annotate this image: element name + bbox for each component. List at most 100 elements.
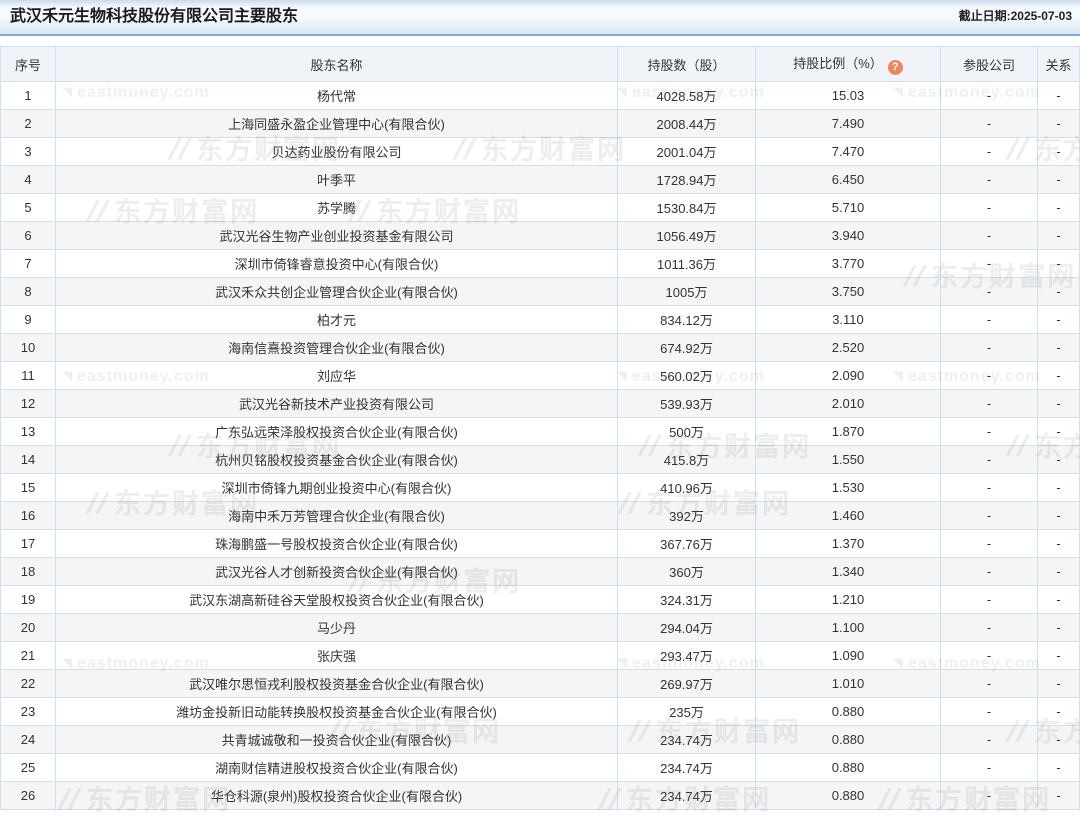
cell-index: 12 <box>0 389 56 418</box>
cell-index: 4 <box>0 165 56 194</box>
cell-index: 13 <box>0 417 56 446</box>
cell-name: 武汉光谷人才创新投资合伙企业(有限合伙) <box>55 557 618 586</box>
cell-relation: - <box>1037 781 1080 810</box>
cell-company: - <box>940 669 1038 698</box>
cell-index: 26 <box>0 781 56 810</box>
cell-name: 叶季平 <box>55 165 618 194</box>
col-header-ratio: 持股比例（%）? <box>755 46 941 82</box>
cell-ratio: 1.460 <box>755 501 941 530</box>
cell-shares: 1005万 <box>617 277 756 306</box>
cell-name: 武汉光谷新技术产业投资有限公司 <box>55 389 618 418</box>
as-of-date: 截止日期:2025-07-03 <box>958 9 1072 23</box>
cell-name: 马少丹 <box>55 613 618 642</box>
cell-index: 15 <box>0 473 56 502</box>
cell-name: 武汉唯尔思恒戎利股权投资基金合伙企业(有限合伙) <box>55 669 618 698</box>
col-header-relation: 关系 <box>1037 46 1080 82</box>
cell-shares: 1530.84万 <box>617 193 756 222</box>
cell-ratio: 1.210 <box>755 585 941 614</box>
cell-ratio: 2.090 <box>755 361 941 390</box>
cell-company: - <box>940 753 1038 782</box>
cell-name: 深圳市倚锋九期创业投资中心(有限合伙) <box>55 473 618 502</box>
cell-shares: 500万 <box>617 417 756 446</box>
table-row: 25 湖南财信精进股权投资合伙企业(有限合伙) 234.74万 0.880- - <box>0 753 1080 782</box>
cell-shares: 2001.04万 <box>617 137 756 166</box>
cell-relation: - <box>1037 193 1080 222</box>
cell-company: - <box>940 305 1038 334</box>
col-header-shares: 持股数（股） <box>617 46 756 82</box>
cell-name: 深圳市倚锋睿意投资中心(有限合伙) <box>55 249 618 278</box>
table-row: 7 深圳市倚锋睿意投资中心(有限合伙) 1011.36万 3.770- - <box>0 249 1080 278</box>
cell-name: 柏才元 <box>55 305 618 334</box>
cell-shares: 2008.44万 <box>617 109 756 138</box>
cell-name: 潍坊金投新旧动能转换股权投资基金合伙企业(有限合伙) <box>55 697 618 726</box>
table-row: 6 武汉光谷生物产业创业投资基金有限公司 1056.49万 3.940- - <box>0 221 1080 250</box>
cell-name: 广东弘远荣泽股权投资合伙企业(有限合伙) <box>55 417 618 446</box>
cell-company: - <box>940 417 1038 446</box>
cell-shares: 234.74万 <box>617 753 756 782</box>
cell-ratio: 2.520 <box>755 333 941 362</box>
cell-ratio: 1.550 <box>755 445 941 474</box>
cell-shares: 324.31万 <box>617 585 756 614</box>
cell-index: 10 <box>0 333 56 362</box>
cell-relation: - <box>1037 557 1080 586</box>
col-header-index: 序号 <box>0 46 56 82</box>
cell-index: 22 <box>0 669 56 698</box>
cell-ratio: 1.530 <box>755 473 941 502</box>
cell-index: 20 <box>0 613 56 642</box>
table-row: 23 潍坊金投新旧动能转换股权投资基金合伙企业(有限合伙) 235万 0.880- - <box>0 697 1080 726</box>
cell-index: 18 <box>0 557 56 586</box>
cell-company: - <box>940 697 1038 726</box>
cell-company: - <box>940 557 1038 586</box>
cell-company: - <box>940 389 1038 418</box>
table-row: 2 上海同盛永盈企业管理中心(有限合伙) 2008.44万 7.490- - <box>0 109 1080 138</box>
table-row: 9 柏才元 834.12万 3.110- - <box>0 305 1080 334</box>
cell-shares: 392万 <box>617 501 756 530</box>
cell-name: 贝达药业股份有限公司 <box>55 137 618 166</box>
cell-company: - <box>940 333 1038 362</box>
cell-relation: - <box>1037 585 1080 614</box>
cell-company: - <box>940 445 1038 474</box>
help-icon[interactable]: ? <box>887 60 903 75</box>
cell-name: 共青城诚敬和一投资合伙企业(有限合伙) <box>55 725 618 754</box>
cell-ratio: 2.010 <box>755 389 941 418</box>
cell-shares: 294.04万 <box>617 613 756 642</box>
cell-name: 华仓科源(泉州)股权投资合伙企业(有限合伙) <box>55 781 618 810</box>
cell-company: - <box>940 473 1038 502</box>
cell-company: - <box>940 193 1038 222</box>
cell-relation: - <box>1037 249 1080 278</box>
cell-company: - <box>940 725 1038 754</box>
cell-shares: 415.8万 <box>617 445 756 474</box>
cell-shares: 539.93万 <box>617 389 756 418</box>
cell-relation: - <box>1037 137 1080 166</box>
cell-relation: - <box>1037 417 1080 446</box>
cell-ratio: 15.03 <box>755 81 941 110</box>
table-row: 8 武汉禾众共创企业管理合伙企业(有限合伙) 1005万 3.750- - <box>0 277 1080 306</box>
cell-name: 杭州贝铭股权投资基金合伙企业(有限合伙) <box>55 445 618 474</box>
cell-relation: - <box>1037 529 1080 558</box>
cell-shares: 4028.58万 <box>617 81 756 110</box>
cell-index: 2 <box>0 109 56 138</box>
table-row: 15 深圳市倚锋九期创业投资中心(有限合伙) 410.96万 1.530- - <box>0 473 1080 502</box>
cell-shares: 1728.94万 <box>617 165 756 194</box>
cell-company: - <box>940 613 1038 642</box>
cell-name: 武汉东湖高新硅谷天堂股权投资合伙企业(有限合伙) <box>55 585 618 614</box>
cell-name: 湖南财信精进股权投资合伙企业(有限合伙) <box>55 753 618 782</box>
cell-ratio: 7.490 <box>755 109 941 138</box>
cell-index: 14 <box>0 445 56 474</box>
cell-shares: 410.96万 <box>617 473 756 502</box>
shareholders-table: 序号 股东名称 持股数（股） 持股比例（%）? 参股公司 关系 1 杨代常 4028… <box>0 46 1080 810</box>
table-body: 1 杨代常 4028.58万 15.03- -2 上海同盛永盈企业管理中心(有限合伙) 20… <box>0 81 1080 810</box>
cell-relation: - <box>1037 725 1080 754</box>
cell-name: 武汉禾众共创企业管理合伙企业(有限合伙) <box>55 277 618 306</box>
cell-name: 杨代常 <box>55 81 618 110</box>
cell-name: 珠海鹏盛一号股权投资合伙企业(有限合伙) <box>55 529 618 558</box>
cell-index: 11 <box>0 361 56 390</box>
cell-company: - <box>940 529 1038 558</box>
table-row: 10 海南信熹投资管理合伙企业(有限合伙) 674.92万 2.520- - <box>0 333 1080 362</box>
table-row: 13 广东弘远荣泽股权投资合伙企业(有限合伙) 500万 1.870- - <box>0 417 1080 446</box>
cell-index: 23 <box>0 697 56 726</box>
cell-shares: 674.92万 <box>617 333 756 362</box>
cell-company: - <box>940 641 1038 670</box>
cell-company: - <box>940 585 1038 614</box>
